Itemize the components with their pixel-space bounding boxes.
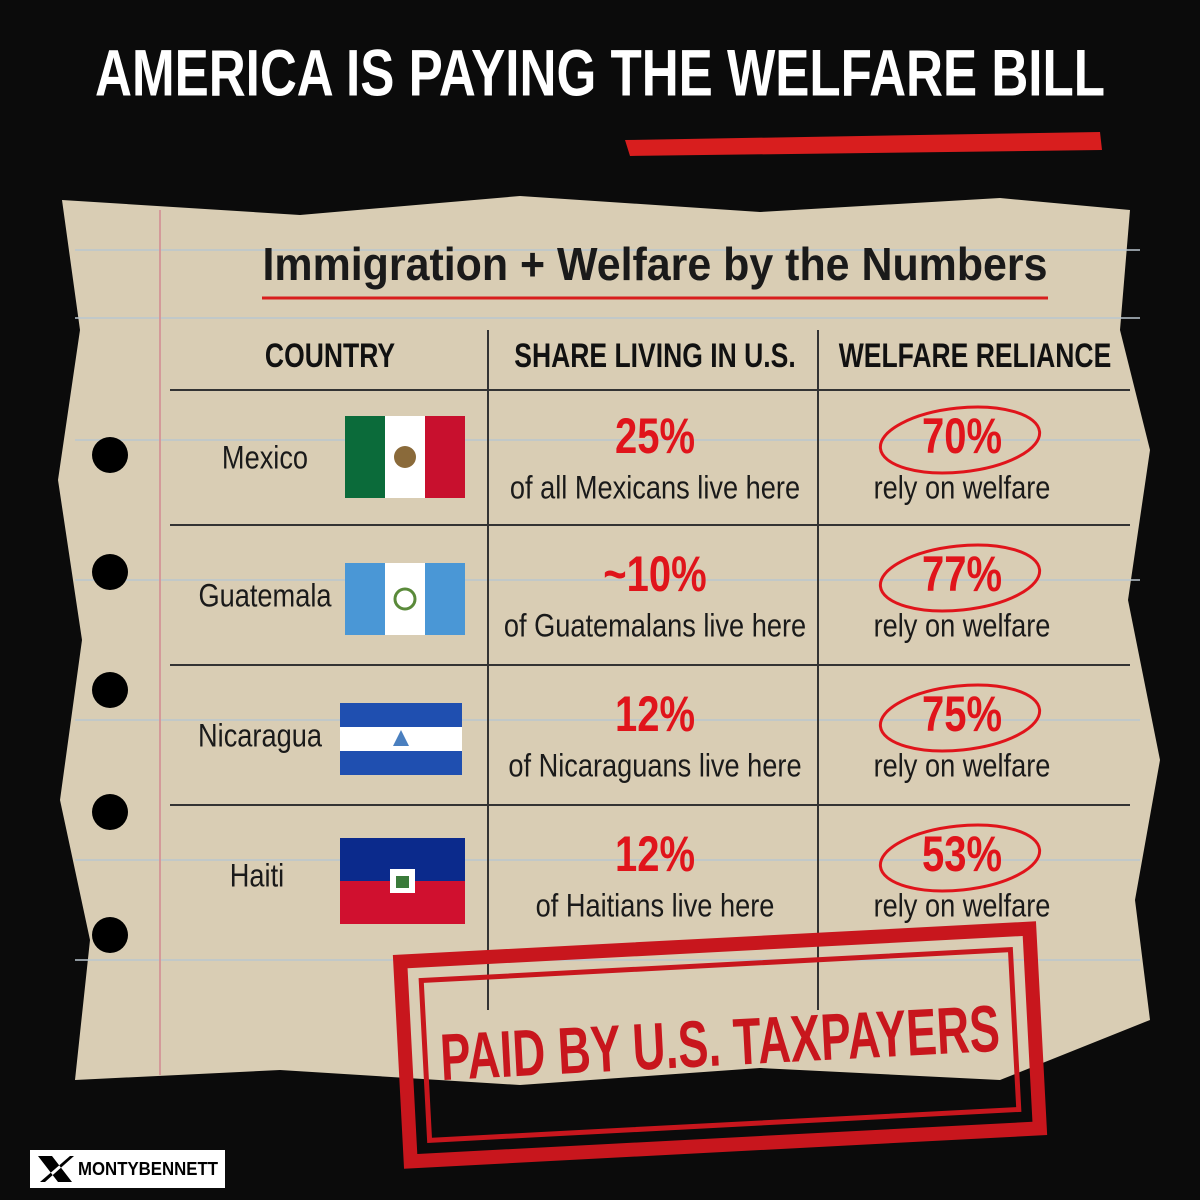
flag-mexico — [345, 416, 465, 498]
reliance-note: rely on welfare — [874, 470, 1051, 506]
country-name: Mexico — [222, 440, 308, 476]
reliance-circle — [878, 543, 1042, 613]
flag-nicaragua — [340, 703, 462, 775]
country-name: Guatemala — [198, 578, 331, 614]
flag-haiti — [340, 838, 465, 924]
table-grid — [170, 330, 1130, 1010]
column-header: COUNTRY — [265, 337, 395, 375]
paper — [58, 196, 1160, 1085]
reliance-circle — [878, 823, 1042, 893]
handle: MONTYBENNETT — [30, 1150, 225, 1188]
reliance-value: 53% — [922, 826, 1002, 882]
share-value: ~10% — [603, 546, 706, 602]
reliance-note: rely on welfare — [874, 608, 1051, 644]
paper-lines — [75, 249, 1140, 961]
share-note: of Nicaraguans live here — [508, 748, 801, 784]
title-underline — [625, 132, 1102, 156]
country-name: Nicaragua — [198, 718, 322, 754]
reliance-value: 77% — [922, 546, 1002, 602]
share-value: 12% — [615, 686, 695, 742]
reliance-value: 70% — [922, 408, 1002, 464]
reliance-note: rely on welfare — [874, 748, 1051, 784]
share-note: of Haitians live here — [536, 888, 775, 924]
share-value: 25% — [615, 408, 695, 464]
share-value: 12% — [615, 826, 695, 882]
handle-text: MONTYBENNETT — [78, 1159, 218, 1179]
subtitle: Immigration + Welfare by the Numbers — [263, 238, 1048, 290]
reliance-circle — [878, 405, 1042, 475]
title: AMERICA IS PAYING THE WELFARE BILL — [95, 35, 1105, 109]
reliance-value: 75% — [922, 686, 1002, 742]
punch-holes — [92, 437, 128, 953]
share-note: of all Mexicans live here — [510, 470, 800, 506]
column-header: WELFARE RELIANCE — [839, 337, 1112, 375]
reliance-note: rely on welfare — [874, 888, 1051, 924]
country-name: Haiti — [230, 858, 284, 894]
share-note: of Guatemalans live here — [504, 608, 806, 644]
column-header: SHARE LIVING IN U.S. — [514, 337, 795, 375]
reliance-circle — [878, 683, 1042, 753]
flag-guatemala — [345, 563, 465, 635]
table-body: COUNTRY SHARE LIVING IN U.S. WELFARE RELIA… — [198, 337, 1111, 924]
